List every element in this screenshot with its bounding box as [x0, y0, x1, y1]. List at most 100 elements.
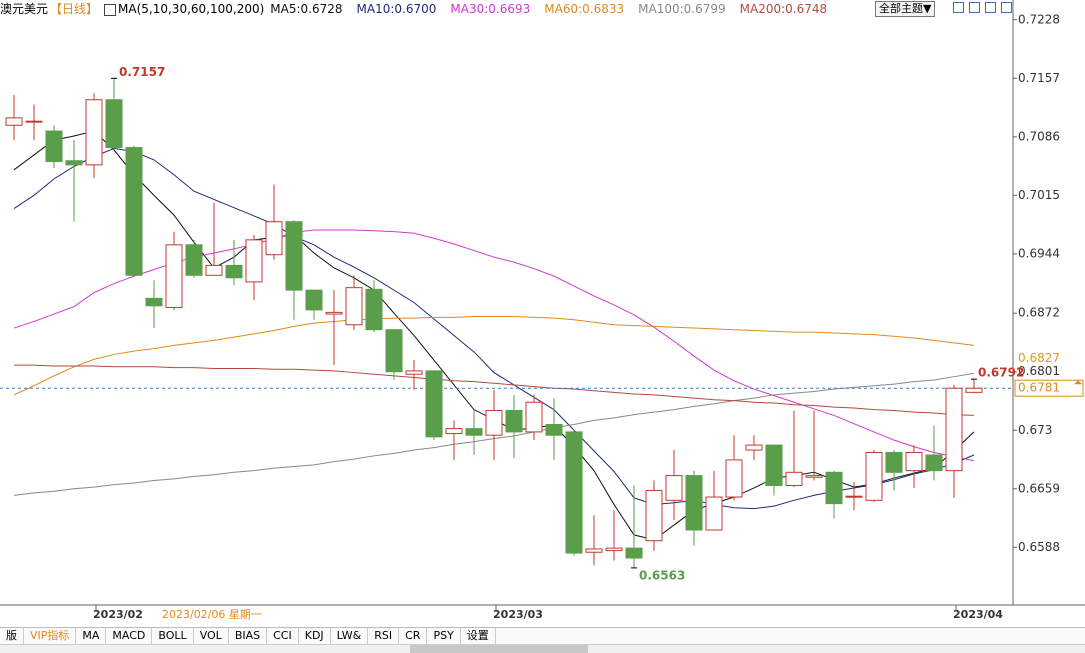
candle-body — [585, 548, 603, 553]
candle-body — [145, 297, 163, 307]
candle-body — [325, 311, 343, 315]
candle-body — [245, 239, 263, 283]
theme-button[interactable]: 全部主题▼ — [875, 1, 936, 17]
ma-side-label: 0.6827 — [1018, 351, 1060, 365]
candle-body — [965, 387, 983, 393]
candle-body — [285, 221, 303, 291]
tab[interactable]: RSI — [368, 628, 400, 644]
candle-body — [225, 264, 243, 279]
candle-body — [745, 444, 763, 451]
candle-body — [345, 287, 363, 326]
legend-entry: MA60:0.6833 — [544, 2, 625, 16]
candle-body — [785, 471, 803, 486]
legend: MA5:0.6728 MA10:0.6700 MA30:0.6693 MA60:0.6… — [270, 2, 841, 16]
candle-body — [705, 496, 723, 531]
tab[interactable]: VOL — [194, 628, 229, 644]
next[interactable] — [1001, 2, 1012, 13]
candle-body — [605, 547, 623, 552]
candle-body — [765, 444, 783, 486]
symbol: 澳元美元 — [0, 2, 49, 16]
tab[interactable]: 版 — [0, 628, 24, 644]
candle-body — [125, 147, 143, 276]
tab[interactable]: 设置 — [461, 628, 496, 644]
candle-body — [485, 409, 503, 436]
candle-body — [665, 475, 683, 501]
candle-body — [65, 160, 83, 166]
ma-line — [13, 147, 975, 510]
tab[interactable]: BIAS — [229, 628, 268, 644]
ma-icon[interactable] — [104, 3, 117, 16]
candle-body — [885, 452, 903, 473]
candle-body — [165, 244, 183, 308]
header: 澳元美元 【日线】 MA(5,10,30,60,100,200) MA5:0.6728… — [0, 0, 1085, 18]
y-tick-label: 0.6944 — [1018, 246, 1060, 260]
candle-body — [385, 329, 403, 373]
candle-body — [445, 428, 463, 435]
tab[interactable]: MA — [76, 628, 107, 644]
tab[interactable]: LW& — [331, 628, 369, 644]
low-label: 0.6563 — [639, 568, 685, 582]
candle-body — [625, 547, 643, 559]
y-tick-label: 0.6801 — [1018, 364, 1060, 378]
candle-body — [865, 452, 883, 501]
tab[interactable]: CR — [399, 628, 428, 644]
y-tick-label: 0.6659 — [1018, 481, 1060, 495]
candle-body — [305, 289, 323, 311]
y-tick-label: 0.7228 — [1018, 12, 1060, 26]
tab[interactable]: VIP指标 — [24, 628, 77, 644]
x-tick-label: 2023/02 — [93, 608, 143, 621]
candle-body — [945, 387, 963, 472]
candle-body — [205, 264, 223, 276]
last-high-label: 0.6792 — [978, 366, 1024, 380]
price-label: 0.6781 — [1018, 381, 1060, 395]
candles — [5, 78, 983, 568]
zoom-in[interactable] — [953, 2, 964, 13]
tab[interactable]: MACD — [106, 628, 153, 644]
candle-body — [265, 221, 283, 256]
candle-body — [725, 459, 743, 498]
candle-body — [805, 475, 823, 478]
y-tick-label: 0.7086 — [1018, 129, 1060, 143]
ma-line — [13, 316, 975, 396]
candle-body — [545, 423, 563, 436]
price-arrow — [1074, 380, 1082, 385]
legend-entry: MA10:0.6700 — [356, 2, 437, 16]
y-tick-label: 0.7157 — [1018, 71, 1060, 85]
prev[interactable] — [985, 2, 996, 13]
period[interactable]: 【日线】 — [50, 2, 99, 16]
zoom-out[interactable] — [969, 2, 980, 13]
candle-body — [525, 401, 543, 433]
y-tick-label: 0.673 — [1018, 423, 1052, 437]
candle-body — [25, 120, 43, 123]
candle-body — [645, 489, 663, 542]
legend-entry: MA100:0.6799 — [638, 2, 726, 16]
candle-body — [405, 370, 423, 375]
candle-body — [905, 452, 923, 472]
candle-body — [925, 454, 943, 472]
scroll-thumb[interactable] — [410, 645, 588, 653]
candle-body — [425, 370, 443, 438]
candle-body — [105, 99, 123, 149]
candle-body — [465, 428, 483, 436]
tab[interactable]: BOLL — [152, 628, 194, 644]
indicator-tabs: 版 VIP指标 MA MACD BOLL VOL BIAS CCI KDJ LW& RSI CR PSY… — [0, 627, 1085, 645]
legend-entry: MA200:0.6748 — [739, 2, 828, 16]
candle-body — [45, 130, 63, 163]
candle-body — [565, 431, 583, 554]
y-tick-label: 0.6872 — [1018, 306, 1060, 320]
legend-entry: MA30:0.6693 — [450, 2, 531, 16]
ma-params[interactable]: MA(5,10,30,60,100,200) — [118, 2, 265, 16]
x-tick-label: 2023/03 — [493, 608, 543, 621]
legend-entry: MA5:0.6728 — [270, 2, 343, 16]
candle-body — [845, 495, 863, 498]
candle-body — [825, 471, 843, 505]
tab[interactable]: KDJ — [299, 628, 331, 644]
tab[interactable]: CCI — [267, 628, 299, 644]
candle-body — [85, 99, 103, 166]
candle-body — [185, 244, 203, 276]
tab[interactable]: PSY — [427, 628, 461, 644]
candle-body — [505, 409, 523, 433]
price-box — [1014, 379, 1084, 397]
ma-line — [14, 364, 975, 416]
